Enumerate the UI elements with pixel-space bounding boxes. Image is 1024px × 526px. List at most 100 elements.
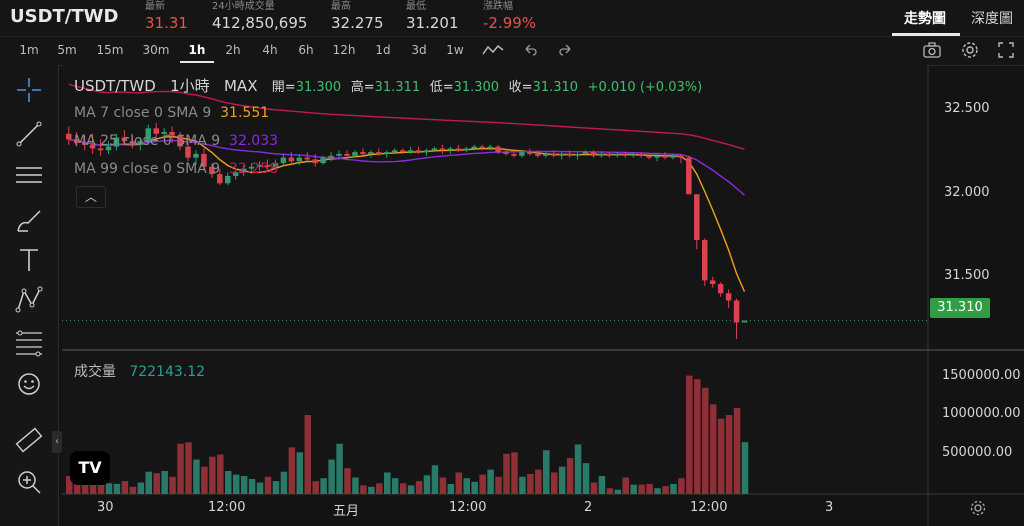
settings-icon[interactable] — [960, 40, 980, 60]
tf-4h[interactable]: 4h — [262, 43, 278, 57]
undo-icon[interactable] — [522, 42, 538, 58]
volume-bar — [733, 407, 741, 494]
tf-6h[interactable]: 6h — [298, 43, 314, 57]
candle-body — [733, 300, 740, 323]
time-tick: 12:00 — [690, 500, 728, 515]
legend-low: 31.300 — [453, 80, 500, 95]
candle-body — [654, 155, 660, 158]
tf-12h[interactable]: 12h — [332, 43, 356, 57]
legend-range: MAX — [223, 77, 258, 95]
candle-body — [129, 141, 136, 145]
ma99-legend: MA 99 close 0 SMA 9 32.258 — [74, 161, 278, 177]
candle-body — [678, 155, 684, 158]
time-tick: 3 — [825, 500, 834, 515]
tf-1w[interactable]: 1w — [446, 43, 464, 57]
tab-chart[interactable]: 走勢圖 — [904, 11, 946, 27]
volume-bar — [431, 465, 439, 494]
candle-body — [630, 153, 636, 156]
volume-bar — [646, 483, 653, 494]
volume-bar — [622, 477, 629, 494]
volume-bar — [519, 476, 526, 494]
volume-value: 722143.12 — [129, 364, 206, 380]
time-tick: 30 — [97, 500, 114, 515]
tf-15m[interactable]: 15m — [96, 43, 124, 57]
volume-bar — [487, 469, 494, 494]
volume-bar — [113, 483, 121, 494]
crosshair-icon[interactable] — [14, 75, 44, 105]
indicator-icon[interactable] — [482, 43, 504, 57]
candle-body — [185, 146, 191, 158]
candle-body — [399, 150, 406, 153]
trendline-icon[interactable] — [14, 119, 44, 149]
candle-body — [566, 153, 573, 156]
candle-body — [598, 153, 605, 156]
volume-bar — [630, 484, 637, 494]
tf-1h[interactable]: 1h — [188, 43, 206, 57]
candle-body — [193, 153, 199, 158]
candle-body — [376, 152, 382, 154]
fib-icon[interactable] — [14, 327, 44, 357]
tf-2h[interactable]: 2h — [225, 43, 241, 57]
volume-bar — [439, 477, 447, 494]
chevron-up-icon[interactable]: ︿ — [76, 186, 106, 208]
camera-icon[interactable] — [922, 41, 942, 59]
volume-bar — [447, 483, 455, 494]
candle-body — [694, 194, 700, 241]
horizontal-lines-icon[interactable] — [14, 160, 44, 190]
candle-body — [89, 144, 96, 149]
candle-body — [368, 152, 374, 154]
volume-bar — [566, 458, 574, 494]
time-tick: 五月 — [333, 504, 360, 519]
candle-body — [479, 146, 485, 149]
tf-5m[interactable]: 5m — [57, 43, 77, 57]
candle-body — [606, 153, 613, 156]
candle-body — [256, 164, 263, 167]
tf-1d[interactable]: 1d — [375, 43, 391, 57]
legend-interval: 1小時 — [170, 77, 210, 95]
candle-body — [240, 168, 247, 173]
text-icon[interactable] — [14, 245, 44, 275]
tf-3d[interactable]: 3d — [411, 43, 427, 57]
tab-depth[interactable]: 深度圖 — [971, 11, 1013, 27]
stat-value: 412,850,695 — [212, 14, 308, 32]
candle-body — [447, 148, 454, 151]
stat-label: 最新 — [145, 1, 165, 12]
volume-bar — [336, 443, 343, 494]
candle-body — [686, 157, 692, 195]
volume-bar — [264, 476, 272, 494]
fullscreen-icon[interactable] — [997, 41, 1015, 59]
emoji-icon[interactable] — [14, 369, 44, 399]
brush-icon[interactable] — [14, 205, 44, 235]
volume-bar — [137, 482, 145, 494]
candle-body — [670, 155, 676, 158]
axis-settings-icon[interactable] — [969, 499, 987, 517]
redo-icon[interactable] — [558, 42, 574, 58]
volume-bar — [97, 479, 105, 494]
legend-close: 31.310 — [532, 80, 579, 95]
zoom-icon[interactable] — [14, 467, 44, 497]
tf-1m[interactable]: 1m — [19, 43, 39, 57]
legend-open-label: 開= — [271, 80, 296, 95]
ma-value: 32.258 — [229, 161, 279, 177]
pattern-icon[interactable] — [14, 285, 44, 315]
candle-body — [232, 172, 239, 176]
candle-body — [209, 166, 215, 175]
tf-30m[interactable]: 30m — [142, 43, 170, 57]
volume-bar — [169, 476, 176, 494]
candle-body — [455, 148, 462, 151]
volume-bar — [574, 444, 582, 494]
volume-bar — [73, 477, 81, 494]
tradingview-logo[interactable]: TV — [70, 451, 110, 485]
candle-body — [558, 153, 565, 156]
candle-body — [550, 153, 557, 156]
time-tick: 12:00 — [449, 500, 487, 515]
toolbar-collapse-handle[interactable]: ‹ — [52, 431, 62, 453]
pair-title[interactable]: USDT/TWD — [10, 6, 119, 27]
ruler-icon[interactable] — [14, 425, 44, 455]
volume-bar — [654, 488, 661, 494]
volume-bar — [66, 476, 73, 494]
candle-body — [614, 153, 621, 156]
stat-change: 漲跌幅 -2.99% — [483, 1, 536, 33]
candle-body — [336, 153, 342, 156]
